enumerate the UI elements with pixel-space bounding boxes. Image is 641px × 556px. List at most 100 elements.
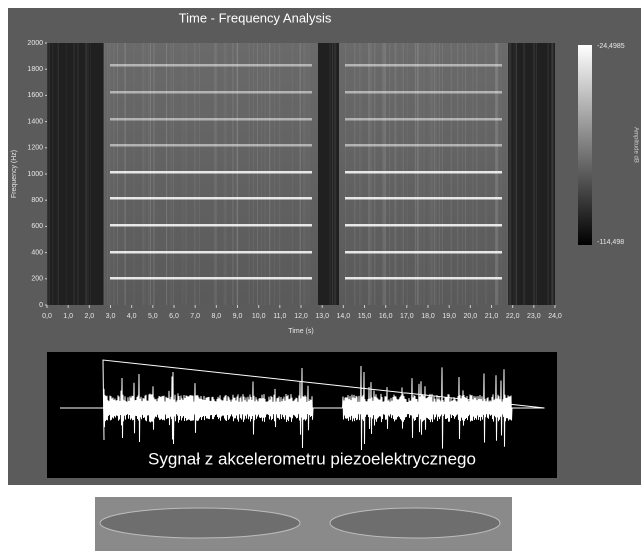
texture	[237, 43, 238, 305]
x-tick-label: 0,0	[42, 313, 52, 320]
texture	[182, 43, 183, 305]
x-tick-label: 20,0	[464, 313, 478, 320]
texture	[166, 43, 167, 305]
texture	[334, 43, 335, 305]
texture	[113, 43, 114, 305]
weld-bead	[100, 508, 300, 538]
texture	[215, 43, 216, 305]
texture	[270, 43, 271, 305]
texture	[439, 43, 440, 305]
colorbar	[578, 45, 592, 245]
x-tick-label: 5,0	[148, 313, 158, 320]
texture	[371, 43, 372, 305]
x-tick-label: 2,0	[84, 313, 94, 320]
x-tick-label: 21,0	[485, 313, 499, 320]
texture	[279, 43, 280, 305]
x-tick-label: 6,0	[169, 313, 179, 320]
texture	[216, 43, 217, 305]
x-tick-label: 16,0	[379, 313, 393, 320]
screen: Time - Frequency Analysis Frequency (Hz)…	[0, 0, 641, 551]
y-tick-label: 0	[39, 302, 43, 309]
texture	[49, 43, 50, 305]
x-tick-label: 17,0	[400, 313, 414, 320]
texture	[345, 43, 346, 305]
harmonic	[345, 251, 502, 254]
active-region	[104, 43, 318, 305]
texture	[420, 43, 421, 305]
texture	[407, 43, 408, 305]
harmonic	[345, 118, 502, 121]
harmonic	[345, 144, 502, 147]
texture	[385, 43, 386, 305]
texture	[90, 43, 91, 305]
texture	[134, 43, 135, 305]
signal-caption: Sygnał z akcelerometru piezoelektryczneg…	[148, 449, 476, 468]
harmonic	[345, 277, 502, 280]
texture	[305, 43, 306, 305]
texture	[516, 43, 517, 305]
texture	[428, 43, 429, 305]
texture	[507, 43, 508, 305]
texture	[524, 43, 525, 305]
texture	[195, 43, 196, 305]
texture	[402, 43, 403, 305]
active-region	[339, 43, 508, 305]
x-tick-label: 18,0	[421, 313, 435, 320]
harmonic	[345, 171, 502, 174]
texture	[457, 43, 458, 305]
y-tick-label: 1600	[27, 92, 43, 99]
harmonic	[110, 144, 312, 147]
texture	[383, 43, 384, 305]
harmonic	[110, 224, 312, 227]
texture	[536, 43, 537, 305]
texture	[236, 43, 237, 305]
texture	[109, 43, 110, 305]
x-tick-label: 8,0	[211, 313, 221, 320]
texture	[436, 43, 437, 305]
texture	[465, 43, 466, 305]
texture	[501, 43, 502, 305]
x-tick-label: 19,0	[442, 313, 456, 320]
texture	[403, 43, 404, 305]
texture	[226, 43, 227, 305]
x-tick-label: 13,0	[315, 313, 329, 320]
texture	[396, 43, 397, 305]
texture	[360, 43, 361, 305]
harmonic	[110, 64, 312, 67]
texture	[485, 43, 486, 305]
texture	[509, 43, 510, 305]
y-tick-label: 800	[31, 197, 43, 204]
colorbar-label: Amplitude dB	[632, 127, 638, 163]
texture	[394, 43, 395, 305]
texture	[553, 43, 554, 305]
texture	[382, 43, 383, 305]
texture	[389, 43, 390, 305]
x-axis-label: Time (s)	[288, 328, 313, 335]
x-tick-label: 24,0	[548, 313, 562, 320]
texture	[148, 43, 149, 305]
spectrogram	[47, 43, 555, 305]
y-tick-label: 1800	[27, 66, 43, 73]
texture	[335, 43, 336, 305]
texture	[375, 43, 376, 305]
x-tick-label: 9,0	[233, 313, 243, 320]
y-tick-label: 1200	[27, 145, 43, 152]
y-axis-label: Frequency (Hz)	[11, 150, 18, 198]
texture	[497, 43, 498, 305]
chart-title: Time - Frequency Analysis	[179, 10, 332, 25]
texture	[299, 43, 300, 305]
x-tick-label: 3,0	[106, 313, 116, 320]
texture	[199, 43, 200, 305]
harmonic	[345, 64, 502, 67]
texture	[451, 43, 452, 305]
x-tick-label: 4,0	[127, 313, 137, 320]
texture	[150, 43, 151, 305]
x-tick-label: 14,0	[337, 313, 351, 320]
texture	[417, 43, 418, 305]
texture	[548, 43, 549, 305]
texture	[253, 43, 254, 305]
harmonic	[110, 171, 312, 174]
texture	[154, 43, 155, 305]
texture	[232, 43, 233, 305]
texture	[107, 43, 108, 305]
